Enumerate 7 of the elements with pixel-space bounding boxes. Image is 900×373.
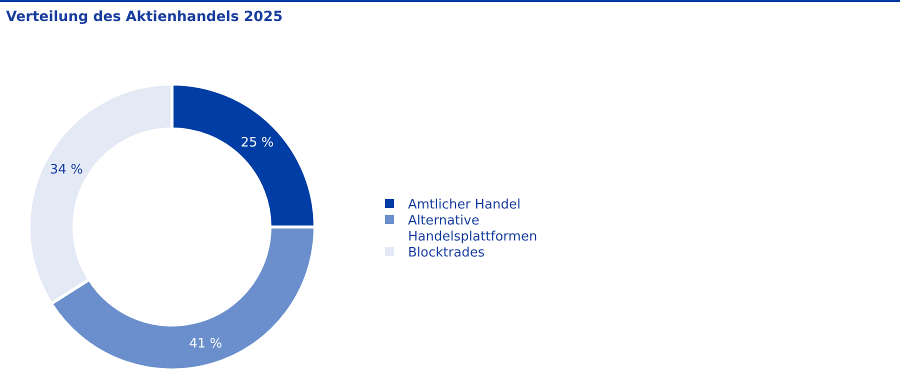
legend-label: Alternative Handelsplattformen <box>408 214 538 245</box>
legend-label: Amtlicher Handel <box>408 198 521 213</box>
data-label: 25 % <box>240 135 274 150</box>
data-label: 41 % <box>189 336 222 352</box>
data-label: 34 % <box>50 162 83 178</box>
legend-label: Blocktrades <box>408 246 485 261</box>
chart-title: Verteilung des Aktienhandels 2025 <box>6 9 283 25</box>
